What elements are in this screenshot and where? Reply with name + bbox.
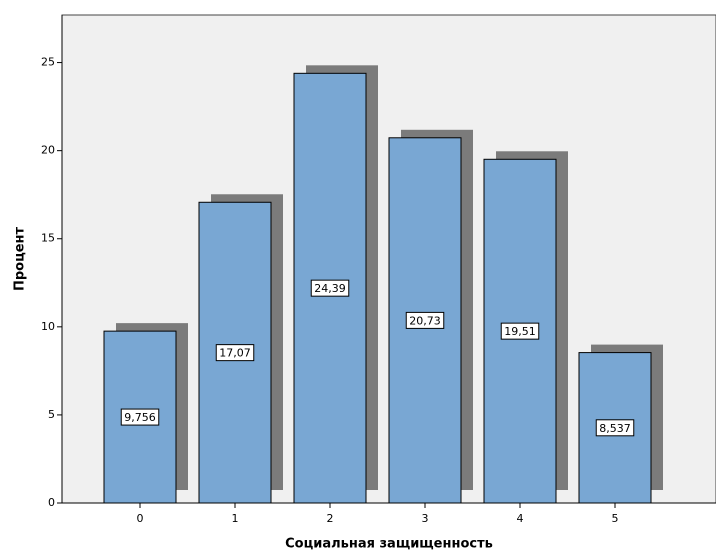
value-label: 24,39 <box>314 282 346 295</box>
x-axis-title: Социальная защищенность <box>285 537 493 552</box>
value-label: 8,537 <box>599 422 631 435</box>
value-label-box <box>215 344 255 362</box>
x-tick-label: 4 <box>517 512 524 525</box>
x-tick-label: 2 <box>327 512 334 525</box>
value-label-box <box>120 408 160 426</box>
value-label-box <box>405 311 445 329</box>
y-tick-label: 5 <box>48 408 55 421</box>
value-label: 19,51 <box>504 325 536 338</box>
value-label-box <box>500 322 540 340</box>
value-label: 9,756 <box>124 411 156 424</box>
y-tick-label: 0 <box>48 496 55 509</box>
x-tick-label: 0 <box>137 512 144 525</box>
value-label-box <box>595 419 635 437</box>
y-tick-label: 20 <box>41 144 55 157</box>
y-tick-label: 10 <box>41 320 55 333</box>
y-axis-title: Процент <box>13 226 28 291</box>
x-tick-label: 5 <box>612 512 619 525</box>
y-tick-label: 25 <box>41 56 55 69</box>
x-tick-label: 1 <box>232 512 239 525</box>
x-tick-label: 3 <box>422 512 429 525</box>
y-tick-label: 15 <box>41 232 55 245</box>
value-label-box <box>310 279 350 297</box>
value-label: 17,07 <box>219 347 251 360</box>
value-label: 20,73 <box>409 314 441 327</box>
